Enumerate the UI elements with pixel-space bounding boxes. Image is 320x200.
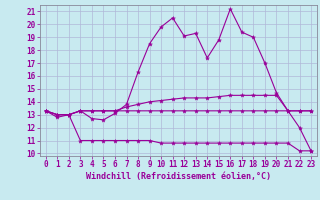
X-axis label: Windchill (Refroidissement éolien,°C): Windchill (Refroidissement éolien,°C)	[86, 172, 271, 181]
